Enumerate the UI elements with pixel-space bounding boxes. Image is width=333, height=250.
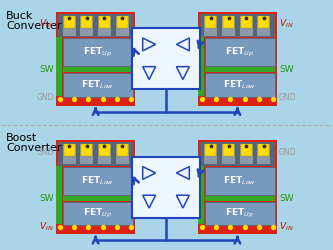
Bar: [56, 12, 135, 106]
Bar: [64, 144, 75, 156]
Text: FET$_{Up}$: FET$_{Up}$: [225, 207, 254, 220]
Bar: [198, 166, 204, 224]
Text: $V_{IN}$: $V_{IN}$: [39, 220, 54, 232]
Text: Boost: Boost: [6, 133, 38, 143]
Bar: [80, 144, 93, 164]
Text: GND: GND: [279, 93, 297, 102]
Bar: [258, 144, 269, 156]
Text: FET$_{Up}$: FET$_{Up}$: [83, 207, 112, 220]
Bar: [257, 16, 270, 36]
Bar: [56, 140, 135, 234]
Bar: [204, 144, 217, 164]
Bar: [200, 142, 275, 166]
Text: Buck: Buck: [6, 11, 34, 21]
Text: FET$_{Up}$: FET$_{Up}$: [83, 46, 112, 59]
Bar: [63, 196, 133, 201]
Text: GND: GND: [36, 148, 54, 157]
Bar: [132, 28, 200, 90]
Text: FET$_{Low}$: FET$_{Low}$: [223, 174, 256, 187]
Bar: [56, 166, 62, 224]
Bar: [205, 67, 275, 72]
Bar: [205, 73, 275, 97]
Bar: [80, 16, 93, 36]
Text: FET$_{Low}$: FET$_{Low}$: [81, 79, 114, 91]
Bar: [241, 144, 252, 156]
Bar: [58, 14, 133, 38]
Bar: [198, 38, 204, 96]
Text: FET$_{Low}$: FET$_{Low}$: [81, 174, 114, 187]
Bar: [222, 144, 235, 164]
Bar: [63, 144, 76, 164]
Bar: [63, 16, 76, 36]
Text: Converter: Converter: [6, 21, 62, 31]
Bar: [223, 144, 234, 156]
Bar: [241, 16, 252, 28]
Text: Converter: Converter: [6, 143, 62, 153]
Bar: [258, 16, 269, 28]
Bar: [99, 144, 110, 156]
Bar: [198, 140, 277, 234]
Bar: [56, 38, 62, 96]
Bar: [63, 202, 133, 225]
Bar: [117, 16, 128, 28]
Bar: [58, 142, 133, 166]
Bar: [222, 16, 235, 36]
Bar: [116, 16, 129, 36]
Text: $V_{IN}$: $V_{IN}$: [279, 220, 294, 232]
Text: $V_{IN}$: $V_{IN}$: [279, 18, 294, 30]
Text: SW: SW: [279, 65, 294, 74]
Bar: [99, 16, 110, 28]
Text: GND: GND: [279, 148, 297, 157]
Bar: [81, 16, 92, 28]
Bar: [204, 16, 217, 36]
Bar: [132, 157, 200, 218]
Bar: [117, 144, 128, 156]
Bar: [64, 16, 75, 28]
Bar: [63, 67, 133, 72]
Bar: [205, 16, 216, 28]
Text: GND: GND: [36, 93, 54, 102]
Bar: [116, 144, 129, 164]
Bar: [63, 73, 133, 97]
Bar: [63, 167, 133, 195]
Bar: [198, 12, 277, 106]
Bar: [81, 144, 92, 156]
Bar: [205, 144, 216, 156]
Bar: [257, 144, 270, 164]
Bar: [205, 196, 275, 201]
Text: FET$_{Up}$: FET$_{Up}$: [225, 46, 254, 59]
Bar: [205, 38, 275, 66]
Bar: [200, 14, 275, 38]
Text: FET$_{Low}$: FET$_{Low}$: [223, 79, 256, 91]
Bar: [63, 38, 133, 66]
Text: SW: SW: [39, 65, 54, 74]
Bar: [205, 167, 275, 195]
Text: $V_{IN}$: $V_{IN}$: [39, 18, 54, 30]
Text: SW: SW: [39, 194, 54, 203]
Bar: [98, 16, 111, 36]
Bar: [240, 144, 253, 164]
Text: SW: SW: [279, 194, 294, 203]
Bar: [98, 144, 111, 164]
Bar: [205, 202, 275, 225]
Bar: [240, 16, 253, 36]
Bar: [223, 16, 234, 28]
